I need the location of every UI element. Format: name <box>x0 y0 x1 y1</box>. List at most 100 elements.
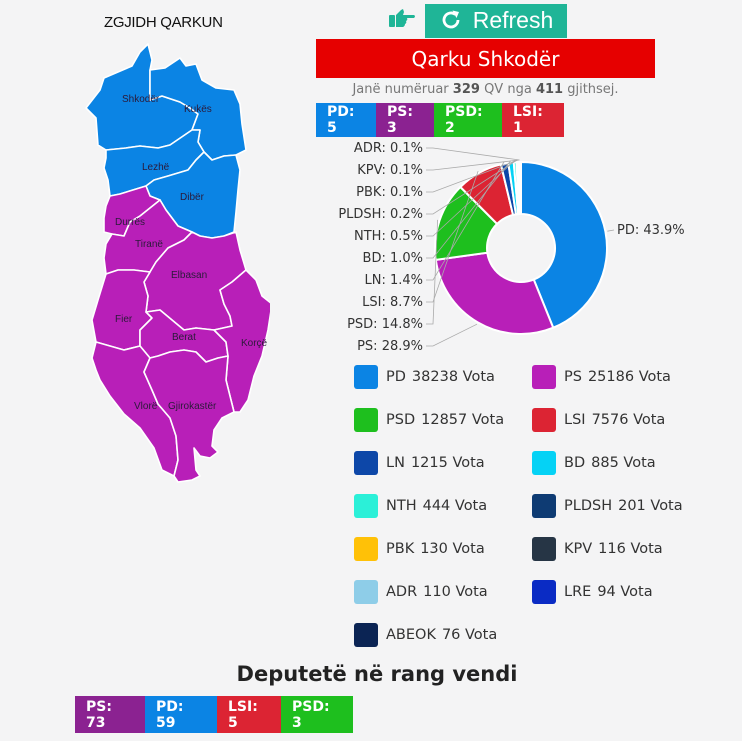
count-prefix: Janë numëruar <box>352 82 449 97</box>
legend-votes: 12857 Vota <box>421 411 505 428</box>
swatch-icon <box>532 536 556 561</box>
leader-line <box>426 160 512 259</box>
legend-votes: 201 Vota <box>618 497 683 514</box>
legend-item-abeok[interactable]: ABEOK 76 Vota <box>354 622 532 647</box>
swatch-icon <box>532 493 556 518</box>
leader-line <box>426 159 516 237</box>
label-leader-lines <box>426 147 615 347</box>
national-seat-ps: PS: 73 <box>75 696 145 733</box>
chart-label-pldsh: PLDSH: 0.2% <box>338 207 423 222</box>
region-seats: PD: 5 PS: 3 PSD: 2 LSI: 1 <box>316 103 564 137</box>
legend-party: KPV <box>564 540 593 557</box>
legend-votes: 116 Vota <box>598 540 663 557</box>
leader-line <box>426 147 520 161</box>
chart-label-bd: BD: 1.0% <box>363 251 423 266</box>
legend-party: PSD <box>386 411 416 428</box>
swatch-icon <box>532 579 556 604</box>
legend-party: PS <box>564 368 582 385</box>
legend-item-pldsh[interactable]: PLDSH 201 Vota <box>532 493 692 518</box>
legend-item-ln[interactable]: LN 1215 Vota <box>354 450 532 475</box>
legend-party: ABEOK <box>386 626 436 643</box>
seat-badge-ps: PS: 3 <box>376 103 434 137</box>
legend-votes: 885 Vota <box>591 454 656 471</box>
legend-party: LRE <box>564 583 592 600</box>
chart-label-pd: PD: 43.9% <box>617 223 685 238</box>
swatch-icon <box>532 450 556 475</box>
legend-item-lre[interactable]: LRE 94 Vota <box>532 579 692 604</box>
legend-votes: 130 Vota <box>420 540 485 557</box>
legend-votes: 94 Vota <box>597 583 653 600</box>
swatch-icon <box>354 536 378 561</box>
leader-line <box>426 159 519 171</box>
donut-slices <box>434 160 608 335</box>
leader-line <box>426 161 505 281</box>
national-seat-psd: PSD: 3 <box>281 696 353 733</box>
legend-votes: 76 Vota <box>441 626 498 643</box>
legend-item-pbk[interactable]: PBK 130 Vota <box>354 536 532 561</box>
national-seat-pd: PD: 59 <box>145 696 217 733</box>
swatch-icon <box>354 493 378 518</box>
legend-votes: 7576 Vota <box>591 411 666 428</box>
swatch-icon <box>532 407 556 432</box>
chart-label-psd: PSD: 14.8% <box>347 317 423 332</box>
seat-badge-psd: PSD: 2 <box>434 103 502 137</box>
legend-item-bd[interactable]: BD 885 Vota <box>532 450 692 475</box>
map-region-gjirokaster[interactable] <box>143 349 235 483</box>
chart-label-nth: NTH: 0.5% <box>354 229 423 244</box>
swatch-icon <box>354 622 378 647</box>
chart-label-pbk: PBK: 0.1% <box>356 185 423 200</box>
leader-line <box>426 159 518 215</box>
map-title: ZGJIDH QARKUN <box>104 14 223 31</box>
slice-pd[interactable] <box>520 160 608 330</box>
swatch-icon <box>354 450 378 475</box>
legend-party: LN <box>386 454 405 471</box>
legend-party: LSI <box>564 411 586 428</box>
legend-party: PD <box>386 368 406 385</box>
legend-party: PLDSH <box>564 497 613 514</box>
swatch-icon <box>354 407 378 432</box>
national-seat-lsi: LSI: 5 <box>217 696 281 733</box>
legend-votes: 110 Vota <box>423 583 488 600</box>
legend-item-pd[interactable]: PD 38238 Vota <box>354 364 532 389</box>
legend-party: NTH <box>386 497 417 514</box>
leader-line <box>607 229 615 232</box>
legend-item-psd[interactable]: PSD 12857 Vota <box>354 407 532 432</box>
chart-label-ln: LN: 1.4% <box>364 273 423 288</box>
total-value: 411 <box>535 82 564 97</box>
refresh-icon <box>442 10 460 29</box>
legend-item-adr[interactable]: ADR 110 Vota <box>354 579 532 604</box>
count-status: Janë numëruar 329 QV nga 411 gjithsej. <box>316 82 655 97</box>
refresh-button[interactable]: Refresh <box>425 4 567 38</box>
swatch-icon <box>354 579 378 604</box>
donut-chart: PD: 43.9% PS: 28.9% PSD: 14.8% LSI: 8.7%… <box>338 141 685 354</box>
hand-pointing-right-icon <box>389 9 415 27</box>
chart-label-kpv: KPV: 0.1% <box>357 163 423 178</box>
legend-item-nth[interactable]: NTH 444 Vota <box>354 493 532 518</box>
legend-party: ADR <box>386 583 418 600</box>
leader-line <box>426 171 479 303</box>
legend-item-kpv[interactable]: KPV 116 Vota <box>532 536 692 561</box>
leader-line <box>426 159 519 193</box>
slice-ps[interactable] <box>434 251 555 335</box>
legend-votes: 38238 Vota <box>411 368 495 385</box>
count-mid: QV nga <box>484 82 532 97</box>
chart-label-lsi: LSI: 8.7% <box>362 295 423 310</box>
refresh-label: Refresh <box>472 6 554 33</box>
albania-map: Shkodër Kukës Lezhë Dibër Durrës Tiranë … <box>85 43 270 483</box>
swatch-icon <box>532 364 556 389</box>
legend-party: BD <box>564 454 586 471</box>
seat-badge-lsi: LSI: 1 <box>502 103 564 137</box>
region-title: Qarku Shkodër <box>316 39 655 78</box>
legend-votes: 444 Vota <box>422 497 488 514</box>
legend-item-ps[interactable]: PS 25186 Vota <box>532 364 692 389</box>
count-suffix: gjithsej. <box>567 82 619 97</box>
chart-label-adr: ADR: 0.1% <box>354 141 423 156</box>
legend-item-lsi[interactable]: LSI 7576 Vota <box>532 407 692 432</box>
chart-legend: PD 38238 Vota PS 25186 Vota PSD 12857 Vota … <box>354 364 694 647</box>
national-seats-title: Deputetë në rang vendi <box>236 662 518 686</box>
counted-value: 329 <box>452 82 480 97</box>
seat-badge-pd: PD: 5 <box>316 103 376 137</box>
legend-party: PBK <box>386 540 415 557</box>
legend-votes: 1215 Vota <box>410 454 485 471</box>
leader-line <box>426 323 478 347</box>
